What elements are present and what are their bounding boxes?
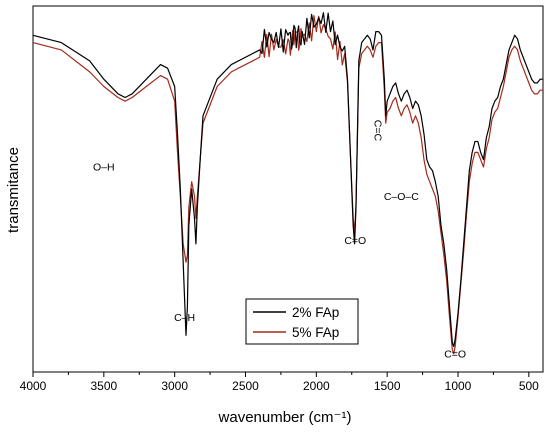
x-tick-label-3500: 3500 (90, 379, 117, 393)
x-tick-label-3000: 3000 (161, 379, 188, 393)
legend-label-1: 5% FAp (292, 325, 339, 340)
plot-frame (32, 5, 544, 373)
annotation-2: C=O (344, 235, 366, 247)
x-tick-label-500: 500 (519, 379, 539, 393)
series-line-2-fap (32, 12, 543, 347)
legend: 2% FAp 5% FAp (245, 298, 359, 345)
annotation-5: C=O (444, 348, 466, 360)
x-tick-label-2000: 2000 (303, 379, 330, 393)
annotation-3: C=C (371, 120, 383, 142)
x-axis: 4000 3500 3000 2500 2000 1500 1000 500 (20, 372, 539, 393)
x-axis-label: wavenumber (cm⁻¹) (218, 409, 352, 426)
x-tick-label-4000: 4000 (20, 379, 47, 393)
annotation-4: C–O–C (384, 191, 419, 203)
annotations: O–H C–H C=O C=C C–O–C C=O (93, 120, 466, 361)
x-tick-label-1000: 1000 (445, 379, 472, 393)
legend-box (245, 298, 359, 345)
legend-label-0: 2% FAp (292, 305, 339, 320)
plot-border (32, 5, 544, 373)
x-tick-label-2500: 2500 (232, 379, 259, 393)
series-layer (32, 12, 543, 355)
y-axis-label: transmitance (5, 147, 22, 233)
x-tick-label-1500: 1500 (374, 379, 401, 393)
annotation-0: O–H (93, 162, 115, 174)
annotation-1: C–H (174, 312, 195, 324)
